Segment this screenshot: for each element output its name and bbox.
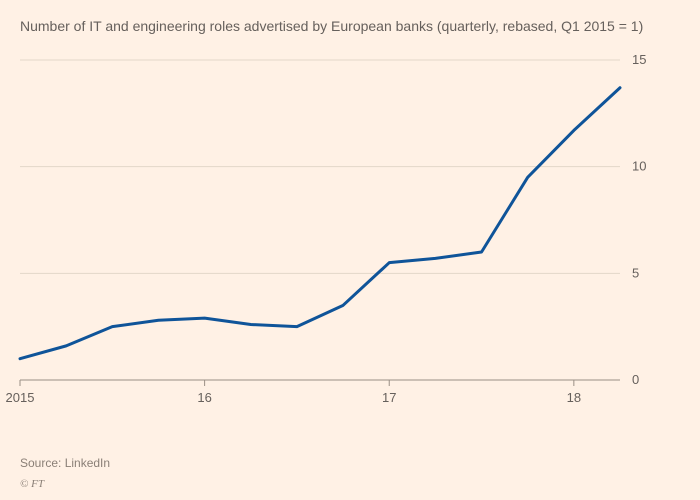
series-it-engineering-roles [20, 88, 620, 359]
y-tick-label: 15 [632, 52, 646, 67]
chart-container: Number of IT and engineering roles adver… [0, 0, 700, 500]
x-tick-label: 17 [382, 390, 396, 405]
chart-svg: 0510152015161718 [20, 50, 660, 420]
x-tick-label: 18 [567, 390, 581, 405]
chart-plot: 0510152015161718 [20, 50, 660, 420]
y-tick-label: 5 [632, 265, 639, 280]
y-tick-label: 10 [632, 159, 646, 174]
chart-copyright: © FT [20, 478, 44, 490]
x-tick-label: 2015 [6, 390, 35, 405]
chart-source: Source: LinkedIn [20, 456, 110, 470]
chart-title: Number of IT and engineering roles adver… [20, 18, 643, 34]
y-tick-label: 0 [632, 372, 639, 387]
x-tick-label: 16 [197, 390, 211, 405]
